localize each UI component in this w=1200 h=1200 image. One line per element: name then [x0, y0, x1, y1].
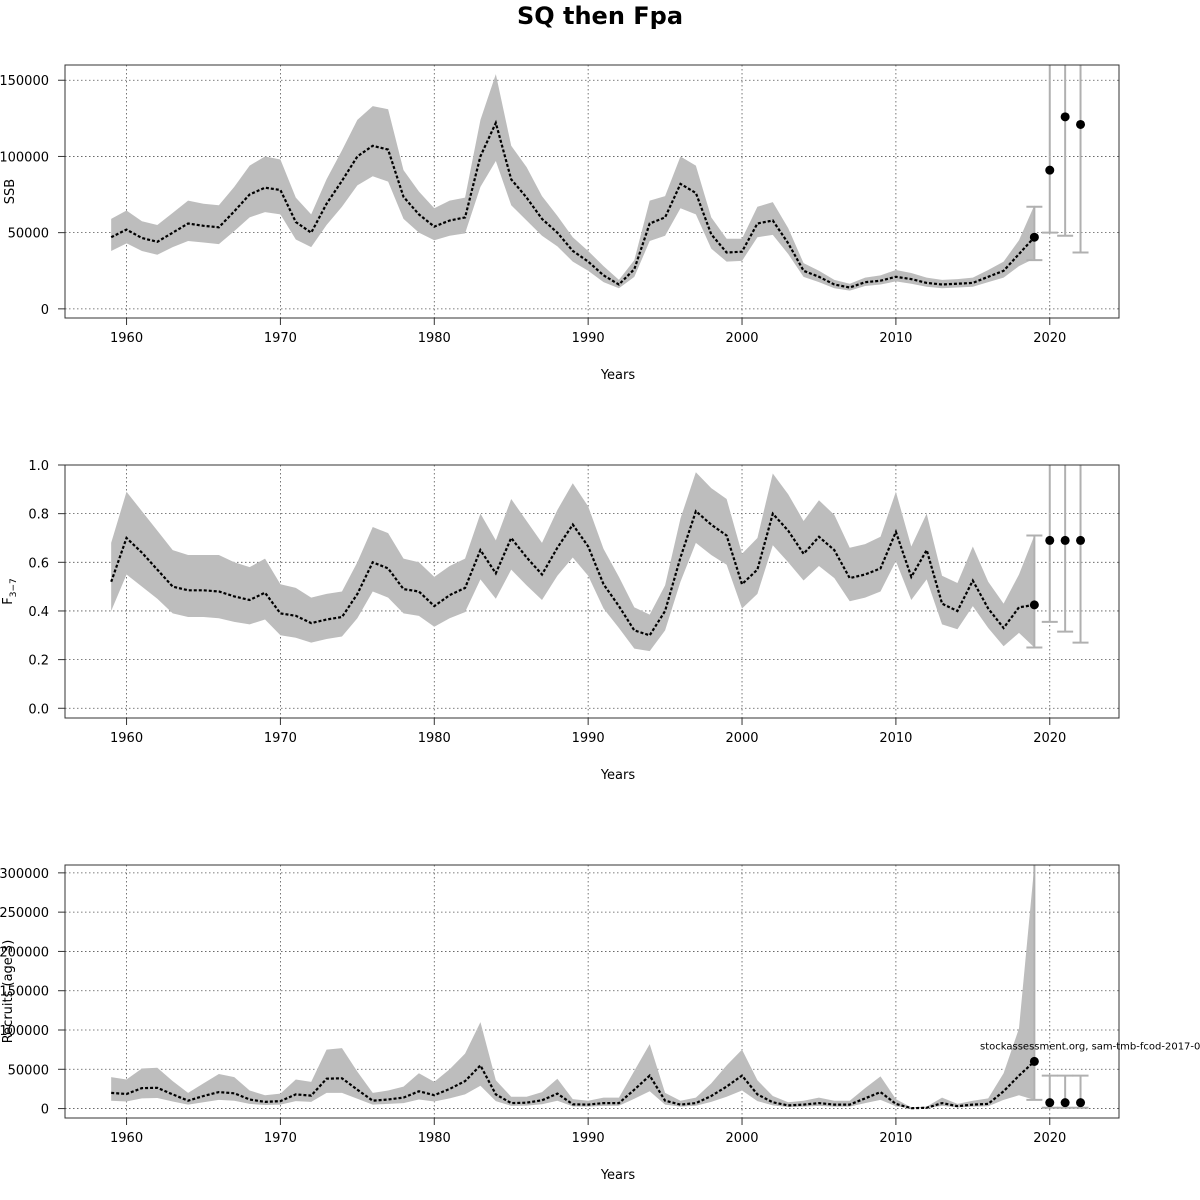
- series-group: [111, 865, 1089, 1110]
- y-axis: 0.0 0.2 0.4 0.6 0.8 1.0: [28, 459, 65, 717]
- x-tick-label: 1970: [264, 731, 297, 746]
- forecast-point: [1029, 232, 1039, 242]
- forecast-point: [1045, 535, 1055, 545]
- x-axis-label: Years: [600, 368, 636, 383]
- confidence-band: [111, 865, 1035, 1109]
- y-axis: 0 50000 100000 150000: [0, 74, 65, 318]
- y-axis-label: Recruits (age 3): [1, 940, 16, 1044]
- forecast-point: [1076, 1098, 1086, 1108]
- footnote: stockassessment.org, sam-tmb-fcod-2017-0: [980, 1042, 1200, 1053]
- x-tick-label: 1990: [572, 731, 605, 746]
- y-tick-label: 0.2: [28, 654, 49, 669]
- x-tick-label: 1970: [264, 1131, 297, 1146]
- confidence-band: [111, 472, 1035, 652]
- panel-ssb: 1960 1970 1980 1990 2000 2010 2020 Years 0 50000 1…: [0, 64, 1120, 383]
- forecast-point: [1029, 600, 1039, 610]
- estimate-line: [111, 1060, 1036, 1110]
- x-axis: 1960 1970 1980 1990 2000 2010 2020: [110, 1118, 1066, 1146]
- x-tick-label: 2000: [725, 731, 758, 746]
- forecast-point: [1045, 1098, 1055, 1108]
- confidence-band: [111, 74, 1035, 291]
- y-tick-label: 0: [41, 303, 49, 318]
- y-tick-label: 300000: [0, 867, 49, 882]
- x-tick-label: 2010: [879, 731, 912, 746]
- x-tick-label: 1990: [572, 331, 605, 346]
- forecast-point: [1060, 535, 1070, 545]
- y-tick-label: 0.4: [28, 605, 49, 620]
- x-tick-label: 1960: [110, 731, 143, 746]
- forecast-point: [1060, 1098, 1070, 1108]
- x-tick-label: 1980: [418, 731, 451, 746]
- x-axis: 1960 1970 1980 1990 2000 2010 2020: [110, 718, 1066, 746]
- x-tick-label: 1970: [264, 331, 297, 346]
- x-axis: 1960 1970 1980 1990 2000 2010 2020: [110, 318, 1066, 346]
- y-tick-label: 50000: [8, 227, 49, 242]
- y-tick-label: 150000: [0, 985, 49, 1000]
- forecast-point: [1045, 165, 1055, 175]
- chart-title: SQ then Fpa: [517, 2, 683, 30]
- y-tick-label: 1.0: [28, 459, 49, 474]
- plot-frame: [64, 64, 1120, 319]
- forecast-point: [1076, 535, 1086, 545]
- y-tick-label: 0.6: [28, 556, 49, 571]
- x-tick-label: 1960: [110, 1131, 143, 1146]
- forecast-point: [1076, 119, 1086, 129]
- x-tick-label: 2010: [879, 1131, 912, 1146]
- y-tick-label: 200000: [0, 945, 49, 960]
- y-tick-label: 100000: [0, 1024, 49, 1039]
- forecast-point: [1029, 1056, 1039, 1066]
- y-tick-label: 250000: [0, 906, 49, 921]
- x-axis-label: Years: [600, 768, 636, 783]
- estimate-line: [110, 509, 1035, 637]
- y-tick-label: 0.0: [28, 702, 49, 717]
- x-tick-label: 2020: [1033, 1131, 1066, 1146]
- y-tick-label: 100000: [0, 150, 49, 165]
- x-tick-label: 1980: [418, 331, 451, 346]
- x-tick-label: 1990: [572, 1131, 605, 1146]
- x-tick-label: 1980: [418, 1131, 451, 1146]
- panel-recruits: 1960 1970 1980 1990 2000 2010 2020 Years 0 50000 1…: [0, 864, 1200, 1183]
- x-tick-label: 2010: [879, 331, 912, 346]
- series-group: [110, 465, 1089, 652]
- x-tick-label: 2000: [725, 1131, 758, 1146]
- series-group: [110, 65, 1089, 291]
- y-tick-label: 50000: [8, 1063, 49, 1078]
- y-tick-label: 150000: [0, 74, 49, 89]
- plot-frame: [64, 464, 1120, 719]
- panel-f: 1960 1970 1980 1990 2000 2010 2020Years0.00.20…: [1, 459, 1120, 783]
- x-tick-label: 1960: [110, 331, 143, 346]
- y-axis: 0 50000 100000 150000 200000 250000 300000: [0, 867, 65, 1118]
- estimate-line: [110, 119, 1036, 289]
- chart-panels: 1960 1970 1980 1990 2000 2010 2020 Years 0 50000 1…: [0, 64, 1200, 1183]
- y-tick-label: 0.8: [28, 508, 49, 523]
- x-axis-label: Years: [600, 1168, 636, 1183]
- x-tick-label: 2020: [1033, 731, 1066, 746]
- y-axis-label: SSB: [3, 179, 18, 204]
- y-tick-label: 0: [41, 1103, 49, 1118]
- x-tick-label: 2020: [1033, 331, 1066, 346]
- y-axis-label-subscript: 3−7: [9, 578, 19, 597]
- forecast-point: [1060, 112, 1070, 122]
- plot-frame: [64, 864, 1120, 1119]
- x-tick-label: 2000: [725, 331, 758, 346]
- y-axis-label: F3−7: [1, 578, 19, 604]
